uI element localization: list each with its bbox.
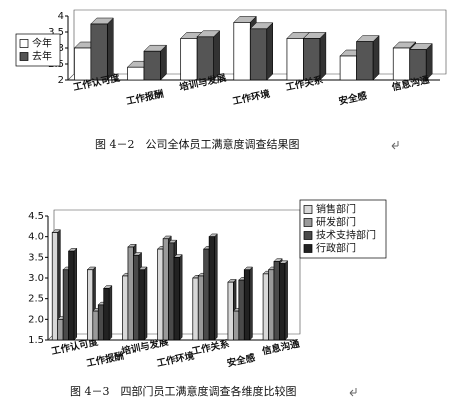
bar [238, 279, 245, 341]
bar [51, 232, 59, 341]
bar [103, 287, 110, 341]
legend-label: 今年 [32, 37, 52, 50]
bar [62, 269, 69, 341]
bar-side [249, 266, 253, 341]
bar [227, 281, 234, 341]
bar [143, 50, 161, 81]
bar [273, 261, 280, 341]
bar-side [284, 260, 288, 341]
bar [197, 275, 205, 341]
legend-label: 行政部门 [316, 242, 356, 255]
legend-label: 研发部门 [316, 216, 356, 229]
x-tick-label: 安全感 [338, 90, 369, 108]
y-tick-label: 4.5 [28, 211, 44, 222]
bar [97, 304, 105, 341]
return-mark [349, 388, 357, 397]
bar [57, 318, 64, 341]
y-tick-label: 4 [58, 11, 64, 22]
y-tick-label: 2.5 [28, 294, 44, 305]
bar [409, 49, 427, 81]
x-tick-label: 工作环境 [231, 88, 271, 108]
y-tick-label: 2.0 [28, 314, 44, 325]
bar [90, 23, 108, 81]
bar [303, 38, 321, 81]
legend-label: 技术支持部门 [316, 229, 376, 242]
bar [268, 269, 275, 341]
bar [203, 248, 210, 341]
y-tick-label: 2 [58, 75, 64, 86]
bar-side [144, 266, 148, 341]
bar [243, 269, 251, 341]
y-tick-label: 3.5 [48, 27, 64, 38]
bar [262, 273, 269, 341]
chart-caption: 图 4－2 公司全体员工满意度调查结果图 [95, 137, 300, 151]
bar [208, 236, 215, 341]
x-tick-label: 工作关系 [191, 338, 231, 358]
legend-swatch [19, 52, 29, 61]
x-tick-label: 信息沟通 [261, 338, 301, 358]
bar [92, 310, 99, 341]
bar [157, 248, 164, 341]
bar-side [372, 34, 380, 81]
legend-swatch [19, 39, 29, 48]
bar [392, 47, 411, 81]
bar [173, 256, 180, 341]
bar [127, 66, 145, 81]
bar [168, 242, 175, 341]
return-mark [391, 141, 399, 150]
bar [233, 310, 240, 341]
legend-swatch [303, 244, 313, 253]
bar [233, 22, 251, 81]
legend-swatch [303, 205, 313, 214]
bar-side [73, 247, 77, 341]
legend-swatch [303, 231, 313, 240]
bar [356, 41, 374, 81]
y-tick-label: 3 [58, 43, 64, 54]
bar [286, 38, 304, 81]
bar [138, 269, 145, 341]
bar [162, 238, 169, 341]
bar [339, 55, 357, 81]
legend-label: 销售部门 [316, 203, 356, 216]
bar [279, 263, 286, 341]
y-tick-label: 4.0 [28, 232, 44, 243]
legend-box [299, 199, 387, 259]
bar-side [108, 285, 113, 341]
bar [87, 269, 94, 341]
bar [180, 38, 198, 81]
bar-side [214, 233, 218, 341]
bar [122, 275, 129, 341]
bar [196, 36, 214, 81]
legend-swatch [303, 218, 313, 227]
y-tick-label: 1.5 [28, 335, 44, 346]
y-tick-label: 3.0 [28, 273, 44, 284]
x-tick-label: 安全感 [226, 352, 257, 370]
plot-back [67, 9, 447, 81]
bar-side [213, 30, 220, 81]
x-tick-label: 工作环境 [156, 350, 196, 370]
chart-caption: 图 4－3 四部门员工满意度调查各维度比较图 [70, 384, 297, 398]
bar-side [107, 17, 114, 81]
bar [249, 28, 268, 81]
bar [127, 246, 134, 341]
x-tick-label: 工作报酬 [125, 88, 165, 108]
bar [68, 250, 75, 341]
bar [74, 47, 92, 81]
y-tick-label: 3.5 [28, 252, 44, 263]
bar [133, 254, 140, 341]
legend-label: 去年 [32, 50, 52, 63]
bar-side [319, 31, 327, 81]
bar-side [179, 254, 183, 341]
x-tick-label: 工作报酬 [85, 350, 125, 370]
bar-side [266, 22, 274, 81]
bar [192, 277, 199, 341]
